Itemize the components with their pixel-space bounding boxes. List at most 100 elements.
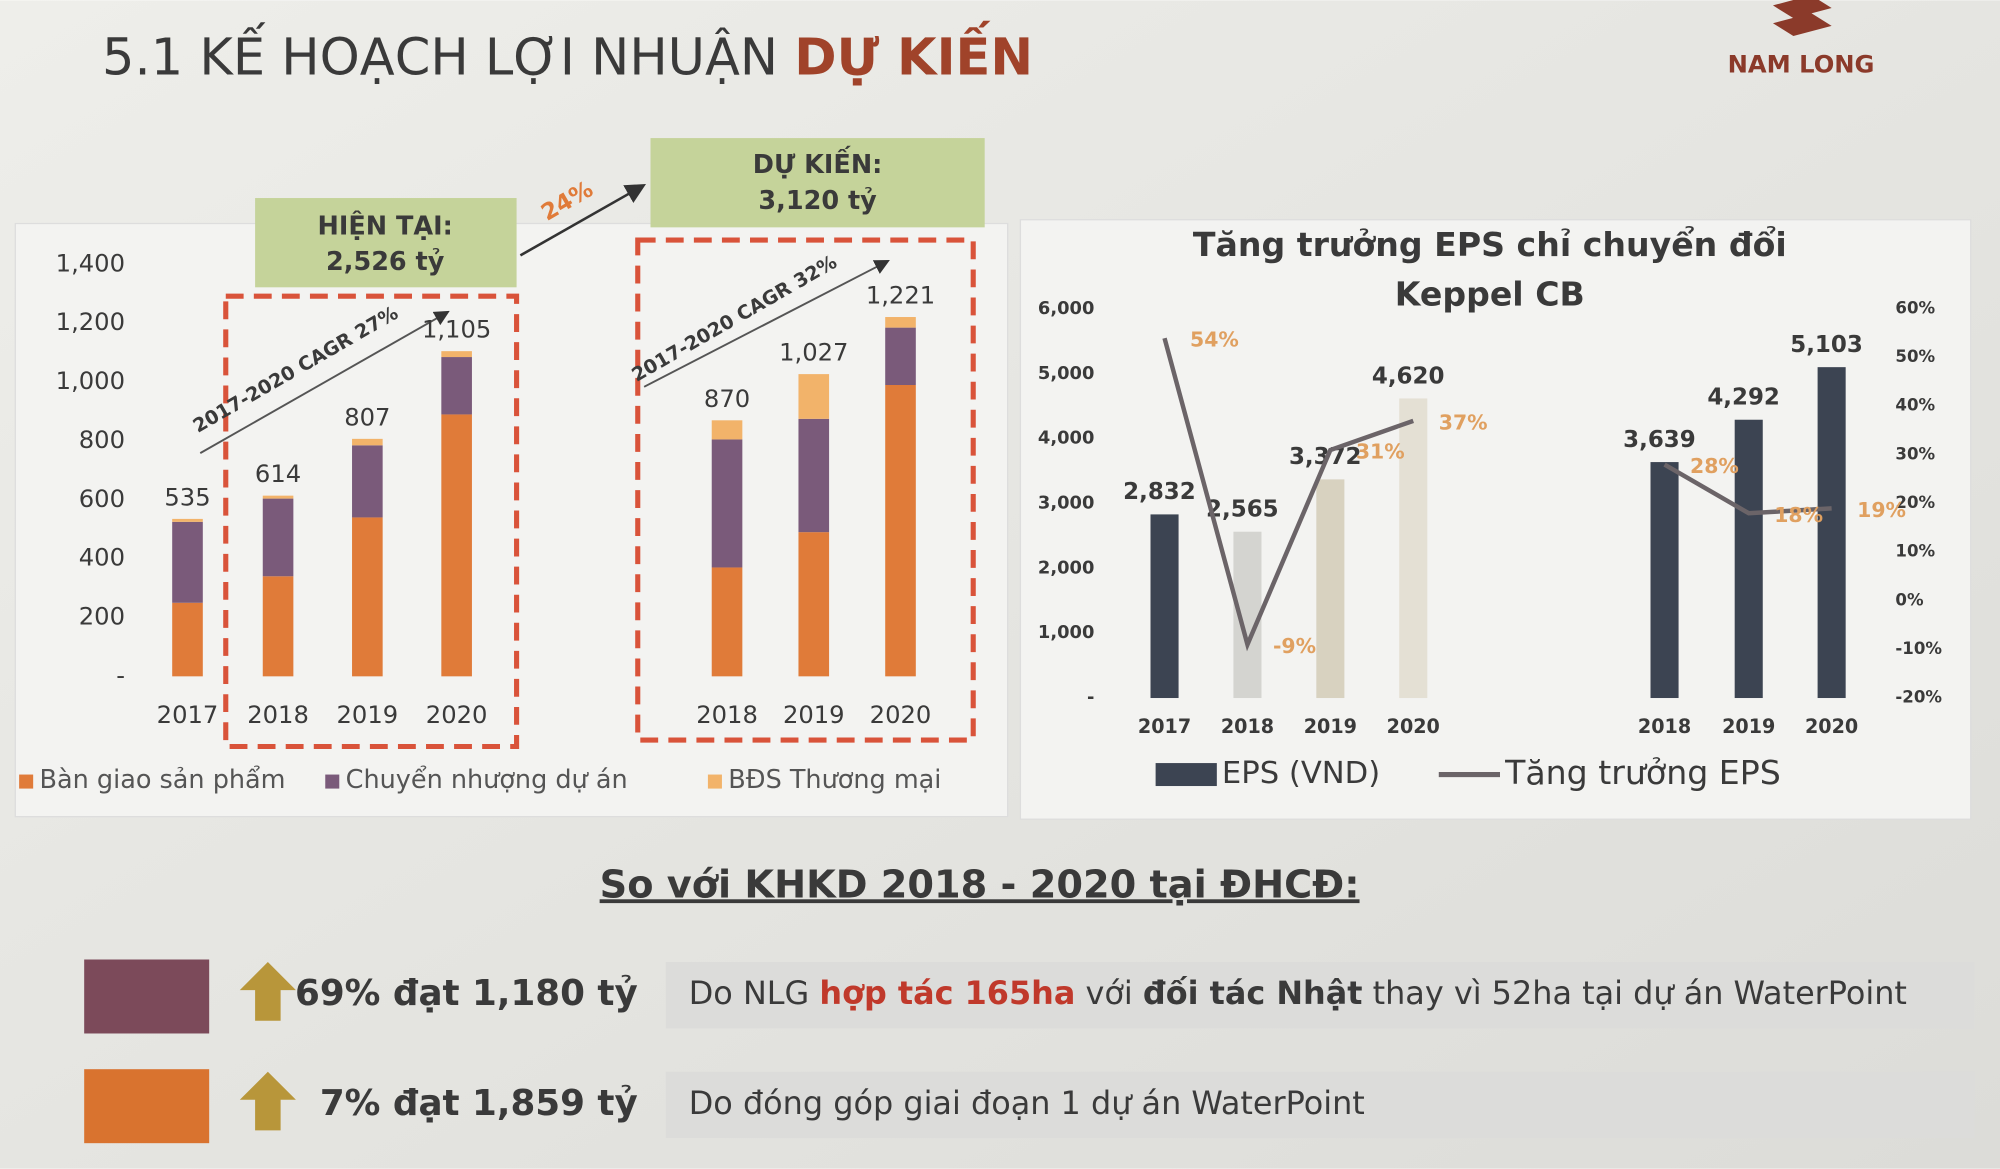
y2-tick-label: 30% [1895,444,1935,463]
data-label: 3,639 [1623,427,1696,453]
up-arrow [239,1071,296,1131]
data-label: 37% [1439,410,1488,434]
legend-swatch [707,774,722,789]
comparison: So với KHKD 2018 - 2020 tại ĐHCĐ: 69% đạ… [84,862,1975,1144]
reason-part: hợp tác 165ha [819,974,1075,1012]
arrow [199,310,450,454]
y-tick-label: 5,000 [1038,363,1094,384]
logo: NAM LONG [1728,0,1875,78]
logo-text: NAM LONG [1728,50,1875,78]
arrow [643,260,890,388]
data-label: 4,292 [1707,385,1780,411]
y2-tick-label: 60% [1895,298,1935,317]
x-tick-label: 2018 [1638,715,1691,738]
chart-title: Keppel CB [1395,275,1585,314]
y-tick-label: 1,000 [56,367,125,395]
slide-title: 5.1 KẾ HOẠCH LỢI NHUẬN DỰ KIẾN [102,19,1033,87]
logo-icon [1772,0,1832,37]
annotation: DỰ KIẾN: [753,146,883,180]
reason-box [665,962,1975,1029]
x-tick-label: 2020 [426,701,488,729]
bar-segment [798,532,830,677]
data-label: 28% [1690,454,1739,478]
bar-segment [352,438,383,446]
data-label: -9% [1273,634,1316,658]
legend-label: Bàn giao sản phẩm [40,765,286,795]
x-tick-label: 2020 [1805,715,1858,738]
line [1162,337,1832,652]
reason-part: thay vì 52ha tại dự án WaterPoint [1362,974,1906,1012]
x-tick-label: 2017 [1138,715,1191,738]
reason-box [665,1071,1975,1139]
reason-part: với [1075,974,1143,1012]
bar [1316,479,1345,699]
legend-label: BĐS Thương mại [728,765,941,795]
y2-tick-label: 40% [1895,396,1935,415]
data-label: 5,103 [1790,332,1863,358]
data-label: 18% [1774,503,1823,527]
bar [1399,398,1428,699]
y2-tick-label: 20% [1895,493,1935,512]
y-tick-label: 800 [79,426,125,454]
chart-panel [1019,219,1972,820]
x-tick-label: 2020 [870,701,932,729]
annotation: 3,120 tỷ [758,186,877,216]
title-highlight: DỰ KIẾN [794,19,1033,87]
y-tick-label: 2,000 [1038,557,1094,578]
data-label: 2,565 [1206,497,1279,523]
annotation: HIỆN TẠI: [318,210,453,241]
reason: Do đóng góp giai đoạn 1 dự án WaterPoint [689,1084,1365,1122]
bar-segment [262,495,294,499]
x-tick-label: 2020 [1387,715,1440,738]
legend-label: EPS (VND) [1222,756,1380,791]
data-label: 19% [1857,498,1906,522]
x-tick-label: 2019 [337,701,399,729]
bar [1650,462,1679,699]
highlight-box [635,237,976,743]
y-tick-label: 1,200 [56,308,125,336]
total-label: 1,221 [866,282,935,310]
y-tick-label: 3,000 [1038,493,1094,514]
bar-segment [172,518,203,522]
legend-label: Tăng trưởng EPS [1504,753,1781,792]
y-tick-label: 600 [79,485,125,513]
x-tick-label: 2018 [1221,715,1274,738]
y2-tick-label: -20% [1895,688,1942,707]
y2-tick-label: 10% [1895,542,1935,561]
total-label: 1,027 [779,339,848,367]
result: 7% đạt 1,859 tỷ [320,1083,638,1124]
y-tick-label: 200 [79,602,125,630]
x-tick-label: 2018 [247,701,309,729]
bar [1817,367,1846,699]
chart-title: Tăng trưởng EPS chỉ chuyển đổi [1193,224,1787,264]
comparison-heading: So với KHKD 2018 - 2020 tại ĐHCĐ: [600,862,1360,907]
bar [1150,514,1179,699]
reason-part: đối tác Nhật [1143,974,1363,1012]
bar-segment [711,420,743,440]
color-swatch [84,959,210,1034]
x-tick-label: 2018 [696,701,758,729]
highlight-box [223,293,520,750]
bar-segment [441,357,472,415]
result: 69% đạt 1,180 tỷ [295,973,638,1014]
bar-segment [441,351,472,358]
bar-segment [798,374,830,419]
legend-label: Chuyển nhượng dự án [346,765,628,795]
total-label: 1,105 [422,316,491,344]
y-tick-label: 4,000 [1038,428,1094,449]
title-main: 5.1 KẾ HOẠCH LỢI NHUẬN [102,21,794,87]
annotation-box [650,138,985,228]
total-label: 535 [164,483,210,511]
total-label: 870 [704,385,750,413]
annotation: 2,526 tỷ [326,247,445,277]
data-label: 2,832 [1123,479,1196,505]
y-tick-label: 1,000 [1038,622,1094,643]
bar-segment [885,317,916,328]
bar-segment [711,439,743,568]
bar-segment [352,445,383,518]
x-tick-label: 2019 [1722,715,1775,738]
y-tick-label: 6,000 [1038,298,1094,319]
bar-segment [262,576,294,677]
